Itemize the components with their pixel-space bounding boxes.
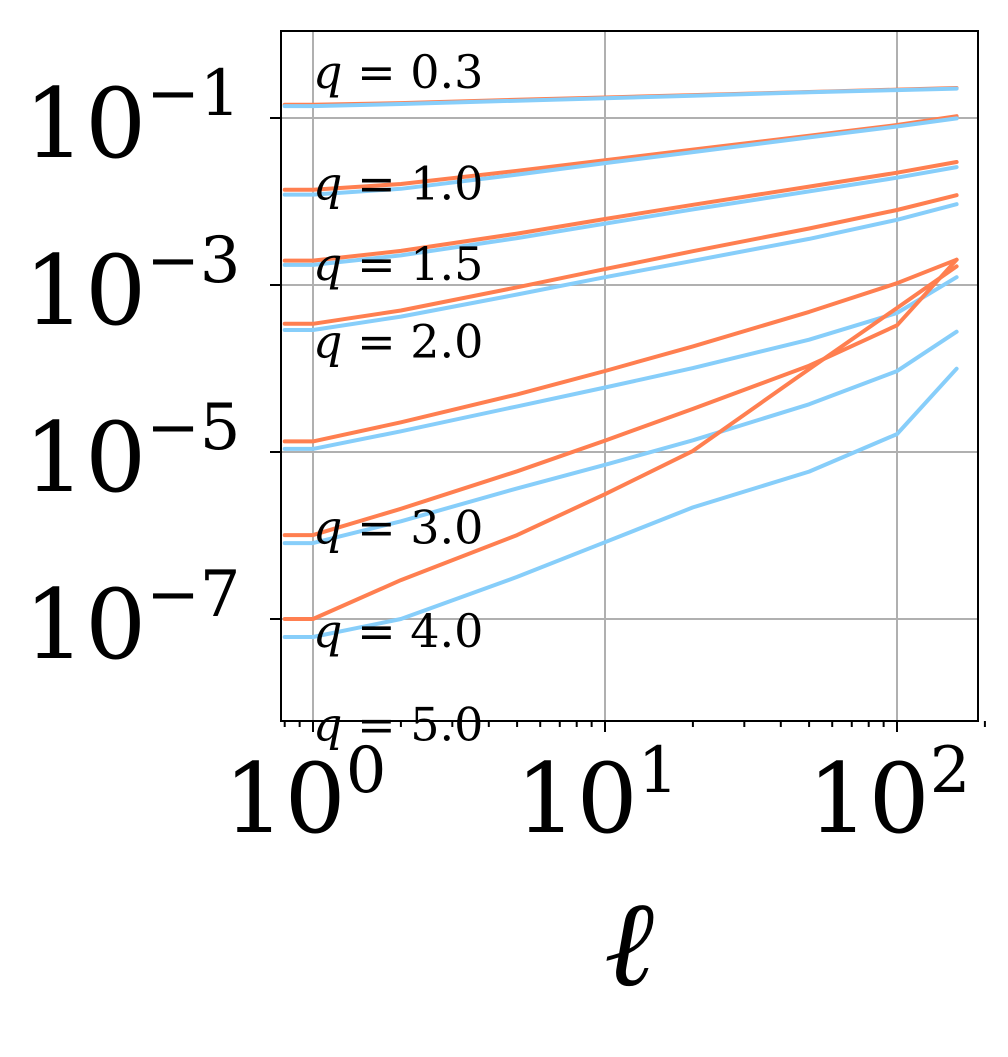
q-annotation: q = 2.0 [313,315,483,369]
ticks: 100 101 102 10−1 10−3 10−5 10−7 [24,57,986,855]
series-line-blue [282,116,959,197]
annotations: q = 0.3 q = 1.0 q = 1.5 q = 2.0 q = 3.0 q = 4… [313,45,483,752]
series-line-orange [282,257,959,444]
plot-frame [280,30,979,722]
q-annotation: q = 0.3 [313,45,483,99]
series-line-orange [282,264,959,621]
series-line-blue [282,329,959,546]
series-line-blue [282,165,959,267]
x-tick-label: 100 [224,734,387,855]
series-line-orange [282,257,959,538]
q-annotation: q = 1.5 [313,237,483,291]
x-tick-label: 101 [516,734,679,855]
series-lines [282,86,959,639]
x-tick-label: 102 [808,734,971,855]
y-tick-label: 10−5 [24,391,241,514]
series-line-blue [282,202,959,332]
series-line-blue [282,366,959,639]
series-line-orange [282,160,959,263]
y-tick-label: 10−1 [24,57,241,180]
q-annotation: q = 3.0 [313,501,483,555]
series-line-blue [282,275,959,451]
y-tick-label: 10−3 [24,224,241,347]
q-annotation: q = 4.0 [313,604,483,658]
series-line-blue [282,86,959,109]
x-axis-label: ℓ [604,875,654,1014]
q-annotation: q = 1.0 [313,157,483,211]
q-annotation: q = 5.0 [313,698,483,752]
y-tick-label: 10−7 [24,558,241,681]
series-line-orange [282,193,959,326]
